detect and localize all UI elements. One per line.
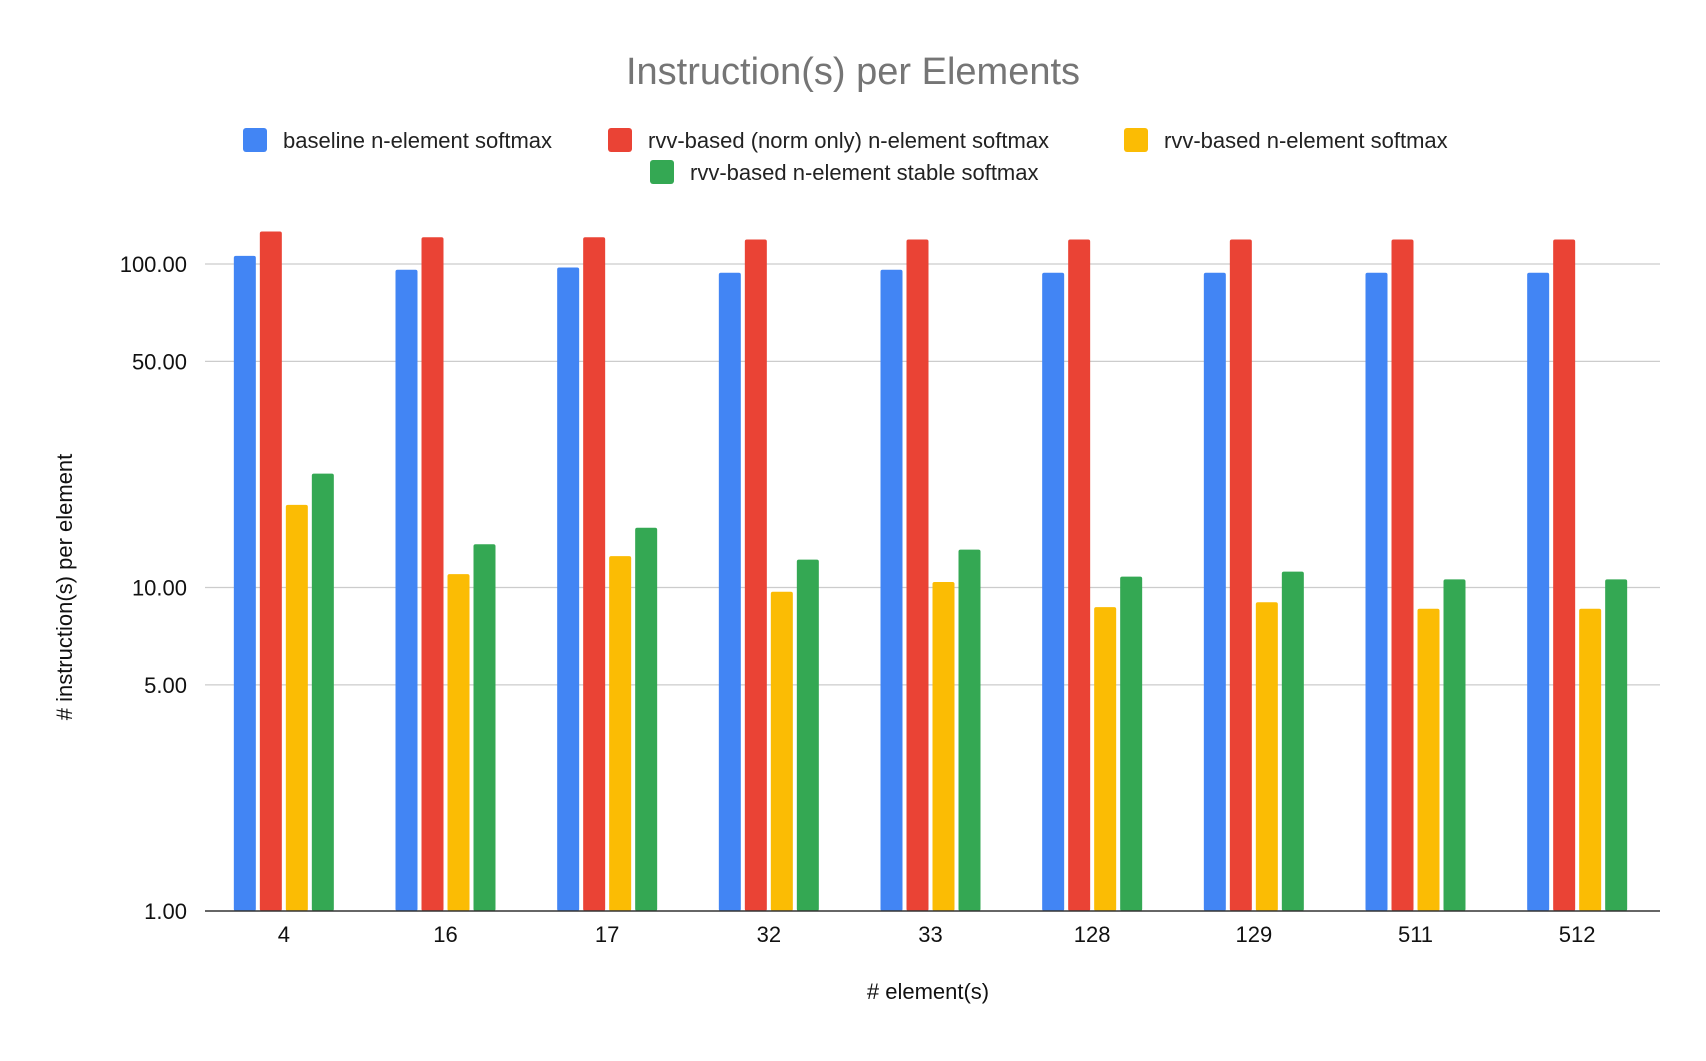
bar-baseline-n-element-softmax-128 [1042,272,1065,912]
bar-rvv-based-n-element-stable-softmax-512 [1605,579,1628,911]
y-tick-label: 10.00 [132,576,187,601]
y-tick-label: 5.00 [144,673,187,698]
y-axis-label: # instruction(s) per element [52,454,77,721]
bar-rvv-based-norm-only-n-element-softmax-16 [421,237,444,911]
bar-rvv-based-n-element-stable-softmax-33 [958,549,981,911]
legend: baseline n-element softmax rvv-based (nor… [243,128,1448,185]
legend-label: rvv-based n-element softmax [1164,128,1448,153]
bar-rvv-based-norm-only-n-element-softmax-32 [744,239,767,912]
bar-rvv-based-n-element-softmax-32 [770,591,793,911]
bar-rvv-based-norm-only-n-element-softmax-17 [583,237,606,911]
bar-baseline-n-element-softmax-512 [1527,272,1550,912]
y-tick-label: 1.00 [144,899,187,924]
x-tick-label: 32 [757,922,781,947]
bar-rvv-based-n-element-softmax-33 [932,581,955,911]
bar-rvv-based-norm-only-n-element-softmax-4 [259,231,282,911]
bar-rvv-based-n-element-softmax-17 [609,556,632,911]
x-tick-label: 4 [278,922,290,947]
x-tick-label: 512 [1559,922,1596,947]
bar-baseline-n-element-softmax-16 [395,269,418,912]
legend-swatch [650,160,674,184]
bar-baseline-n-element-softmax-511 [1365,272,1388,912]
x-axis-label: # element(s) [867,979,989,1004]
bar-baseline-n-element-softmax-129 [1203,272,1226,912]
bar-rvv-based-norm-only-n-element-softmax-512 [1553,239,1576,912]
bar-rvv-based-n-element-stable-softmax-129 [1281,571,1304,911]
legend-label: rvv-based n-element stable softmax [690,160,1039,185]
bar-rvv-based-norm-only-n-element-softmax-33 [906,239,929,912]
legend-item: rvv-based n-element softmax [1124,128,1448,153]
chart-title: Instruction(s) per Elements [626,51,1080,93]
legend-item: rvv-based n-element stable softmax [650,160,1039,185]
bar-rvv-based-n-element-stable-softmax-32 [796,559,819,911]
bar-rvv-based-n-element-softmax-4 [285,504,308,911]
bar-rvv-based-norm-only-n-element-softmax-128 [1068,239,1091,912]
legend-label: rvv-based (norm only) n-element softmax [648,128,1049,153]
bar-rvv-based-norm-only-n-element-softmax-129 [1229,239,1252,912]
legend-swatch [243,128,267,152]
bar-rvv-based-norm-only-n-element-softmax-511 [1391,239,1414,912]
y-tick-label: 100.00 [120,252,187,277]
legend-swatch [608,128,632,152]
bar-rvv-based-n-element-softmax-511 [1417,608,1440,911]
legend-item: rvv-based (norm only) n-element softmax [608,128,1049,153]
bar-rvv-based-n-element-stable-softmax-511 [1443,579,1466,911]
bar-baseline-n-element-softmax-32 [718,272,741,912]
bar-rvv-based-n-element-softmax-512 [1579,608,1602,911]
bar-rvv-based-n-element-stable-softmax-17 [635,527,658,911]
y-axis-ticks: 1.00 5.00 10.00 50.00 100.00 [120,252,187,924]
legend-label: baseline n-element softmax [283,128,552,153]
bar-baseline-n-element-softmax-4 [233,255,256,912]
legend-swatch [1124,128,1148,152]
x-tick-label: 16 [433,922,457,947]
x-tick-label: 17 [595,922,619,947]
x-axis-ticks: 4 16 17 32 33 128 129 511 512 [278,922,1596,947]
bar-rvv-based-n-element-softmax-128 [1094,607,1117,911]
bar-rvv-based-n-element-softmax-16 [447,574,470,911]
x-tick-label: 33 [918,922,942,947]
bar-rvv-based-n-element-stable-softmax-16 [473,544,496,911]
bar-rvv-based-n-element-stable-softmax-4 [311,473,334,911]
bar-baseline-n-element-softmax-17 [557,267,580,911]
bar-rvv-based-n-element-softmax-129 [1255,602,1278,911]
x-tick-label: 129 [1235,922,1272,947]
bar-rvv-based-n-element-stable-softmax-128 [1120,576,1143,911]
legend-item: baseline n-element softmax [243,128,552,153]
x-tick-label: 128 [1074,922,1111,947]
x-tick-label: 511 [1398,922,1433,947]
y-tick-label: 50.00 [132,349,187,374]
bar-baseline-n-element-softmax-33 [880,269,903,912]
bars [233,231,1628,912]
